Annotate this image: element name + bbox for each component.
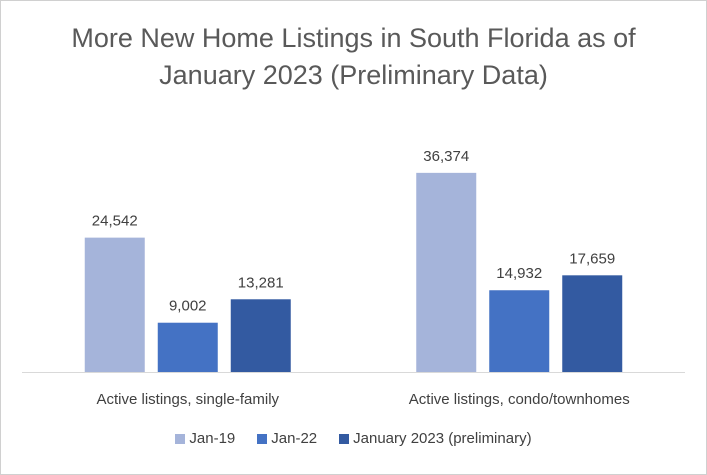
bar-jan-19-0	[84, 237, 145, 372]
data-label: 24,542	[92, 213, 138, 230]
legend-swatch	[175, 433, 186, 444]
data-label: 9,002	[169, 298, 207, 315]
legend-label: Jan-22	[271, 430, 318, 447]
bar-january-2023-preliminary--0	[230, 299, 291, 372]
category-label: Active listings, single-family	[96, 391, 279, 408]
data-label: 14,932	[496, 265, 542, 282]
bar-jan-22-0	[157, 322, 218, 372]
data-label: 13,281	[238, 274, 284, 291]
data-label: 36,374	[423, 148, 469, 165]
category-label: Active listings, condo/townhomes	[409, 391, 630, 408]
legend: Jan-19 Jan-22 January 2023 (preliminary)	[0, 430, 707, 447]
legend-item-jan-22: Jan-22	[257, 430, 317, 447]
chart-title-line-2: January 2023 (Preliminary Data)	[159, 60, 548, 90]
bar-jan-19-1	[416, 172, 477, 372]
legend-label: Jan-19	[189, 430, 236, 447]
legend-item-jan-2023: January 2023 (preliminary)	[339, 430, 532, 447]
legend-swatch	[339, 433, 350, 444]
data-label: 17,659	[569, 250, 615, 267]
legend-label: January 2023 (preliminary)	[353, 430, 532, 447]
legend-item-jan-19: Jan-19	[175, 430, 235, 447]
bar-january-2023-preliminary--1	[562, 275, 623, 372]
legend-swatch	[257, 433, 268, 444]
chart-title-line-1: More New Home Listings in South Florida …	[71, 23, 636, 53]
chart-title: More New Home Listings in South Florida …	[0, 20, 707, 94]
bar-jan-22-1	[489, 290, 550, 372]
